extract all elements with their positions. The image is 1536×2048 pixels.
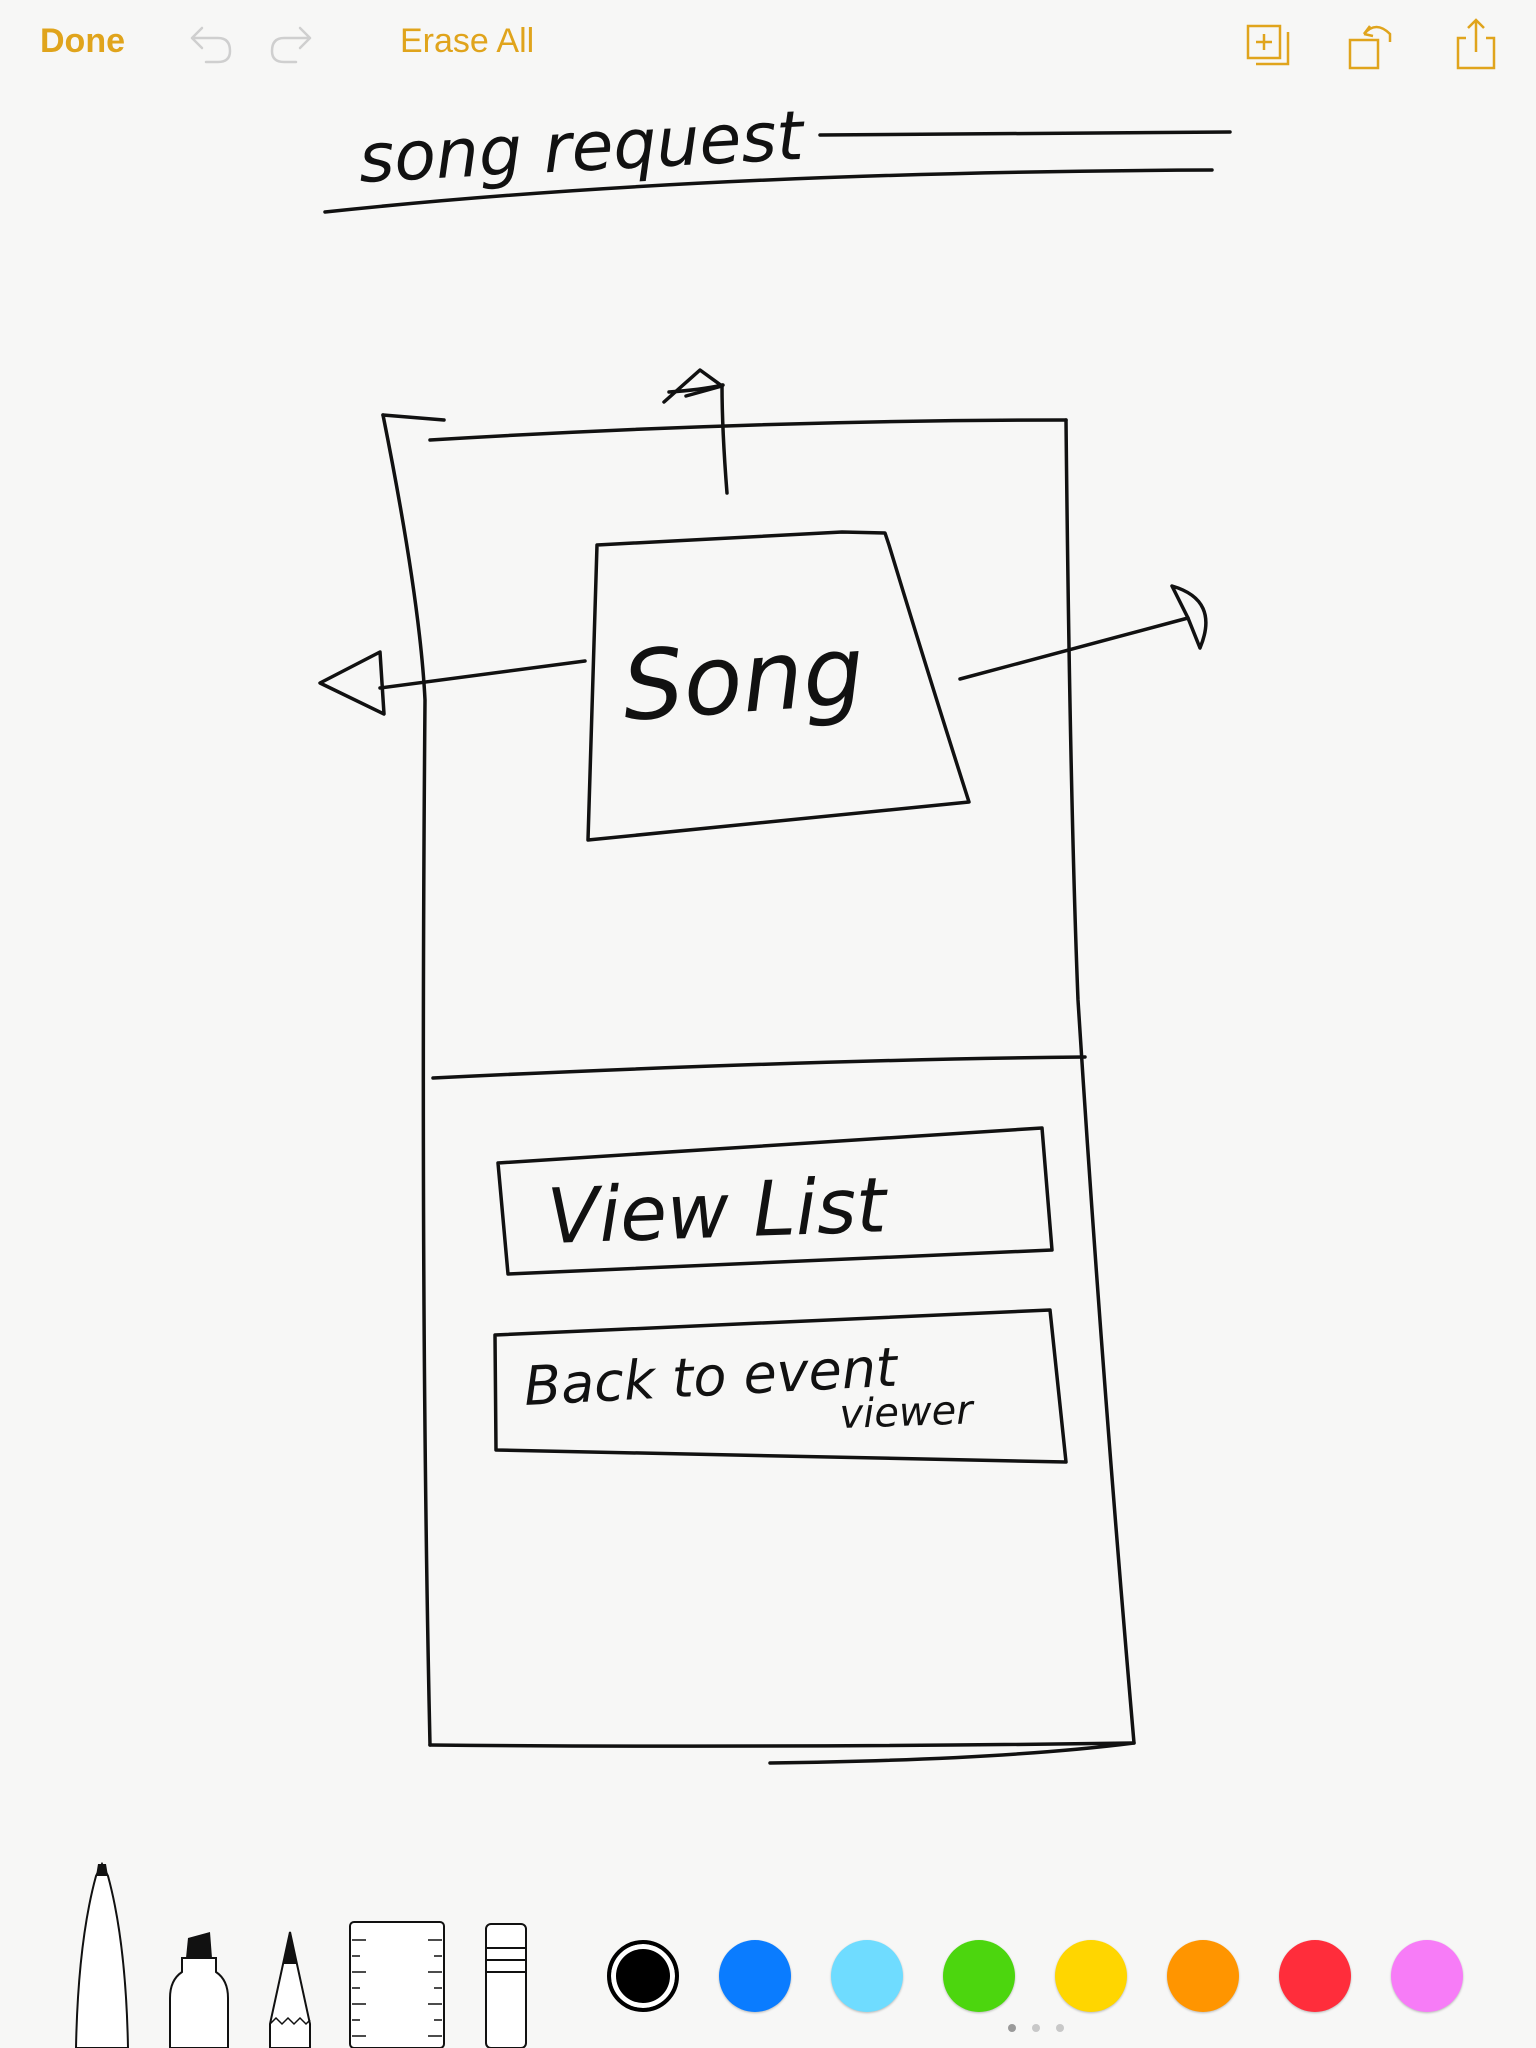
color-swatch-orange[interactable] [1167,1940,1239,2012]
color-swatch-red[interactable] [1279,1940,1351,2012]
eraser-tool[interactable] [484,1922,528,2048]
tool-palette [0,1860,1536,2048]
add-page-icon[interactable] [1238,16,1298,76]
color-swatch-yellow[interactable] [1055,1940,1127,2012]
back-button-outline [493,1308,1068,1464]
frame-divider [431,1055,1087,1080]
sketch-title: song request [357,97,808,199]
page-dot [1056,2024,1064,2032]
top-toolbar: Done Erase All [0,0,1536,90]
frame-left-edge [381,413,432,1747]
done-button[interactable]: Done [40,22,125,60]
marker-tool[interactable] [168,1928,230,2048]
ruler-tool[interactable] [348,1920,446,2048]
undo-icon[interactable] [180,16,240,76]
view-list-label: View List [546,1160,891,1261]
title-underline [323,168,1214,214]
song-box-outline [586,530,971,842]
color-swatch-pink[interactable] [1391,1940,1463,2012]
pen-tool[interactable] [72,1862,132,2048]
song-box-label: Song [619,614,868,743]
rotate-icon[interactable] [1340,16,1400,76]
color-swatch-black[interactable] [607,1940,679,2012]
frame-bottom-edge [428,1741,1136,1765]
erase-all-button[interactable]: Erase All [400,22,535,60]
frame-right-edge [1064,418,1136,1745]
back-button-label-line2: viewer [839,1387,976,1438]
color-swatch-light-blue[interactable] [831,1940,903,2012]
share-icon[interactable] [1446,16,1506,76]
page-dot [1032,2024,1040,2032]
view-list-button-outline [496,1126,1054,1276]
pencil-tool[interactable] [266,1928,314,2048]
color-swatch-blue[interactable] [719,1940,791,2012]
title-strike-line [818,130,1232,137]
redo-icon[interactable] [262,16,322,76]
page-dot-active [1008,2024,1016,2032]
color-swatch-green[interactable] [943,1940,1015,2012]
palette-page-indicator[interactable] [1008,2024,1068,2034]
